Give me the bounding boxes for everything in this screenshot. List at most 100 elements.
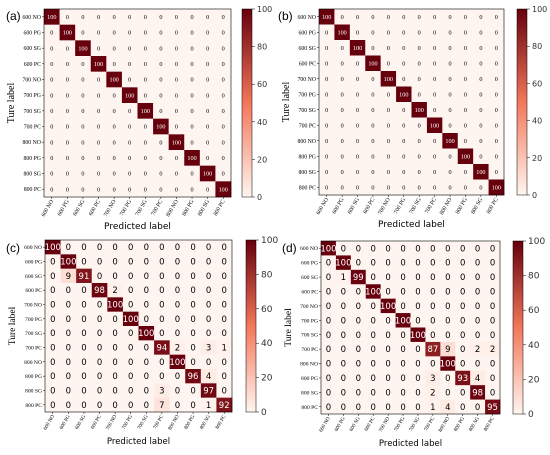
- y-tick-label: 600 NO: [297, 15, 316, 21]
- heatmap-cell: [184, 134, 201, 151]
- x-tick-label: 600 SG: [349, 416, 362, 433]
- matrix-frame: [318, 8, 505, 196]
- cell-value-label: 0: [402, 138, 405, 145]
- heatmap-cell: [60, 354, 77, 370]
- cell-value-label: 0: [206, 108, 209, 115]
- heatmap-cell: [335, 298, 352, 314]
- x-tick-label: 800 SG: [199, 414, 212, 431]
- cell-value-label: 0: [175, 108, 178, 115]
- y-tick-label: 700 PC: [301, 347, 318, 353]
- cell-value-label: 0: [433, 138, 436, 145]
- cell-value-label: 0: [356, 169, 359, 176]
- heatmap-cell: [153, 87, 169, 104]
- cell-value-label: 0: [490, 331, 495, 341]
- heatmap-cell: [185, 283, 202, 298]
- x-tick-label: 700 PC: [152, 414, 165, 431]
- heatmap-cell: [350, 241, 367, 256]
- x-tick-label: 800 PC: [215, 414, 228, 431]
- cell-value-label: 0: [222, 61, 225, 68]
- heatmap-cell: [473, 40, 489, 56]
- cell-value-label: 0: [112, 315, 117, 325]
- cell-value-label: 0: [370, 360, 375, 370]
- heatmap-cell: [184, 40, 201, 57]
- heatmap-cell: [185, 369, 202, 384]
- cell-value-label: 0: [66, 372, 71, 382]
- cell-value-label: 0: [97, 108, 100, 115]
- heatmap-cell: [321, 284, 337, 299]
- heatmap-cell: [488, 164, 505, 180]
- cell-value-label: 0: [97, 301, 102, 311]
- cell-value-label: 100: [337, 29, 346, 36]
- heatmap-cell: [44, 134, 60, 151]
- heatmap-cell: [426, 55, 443, 72]
- cell-value-label: 100: [322, 14, 331, 21]
- cell-value-label: 0: [402, 60, 405, 67]
- heatmap-cell: [334, 24, 351, 41]
- heatmap-cell: [485, 385, 501, 400]
- heatmap-cell: [169, 297, 186, 312]
- cell-value-label: 0: [50, 155, 53, 162]
- cell-value-label: 0: [495, 14, 498, 21]
- heatmap-cell: [349, 86, 366, 103]
- cell-value-label: 0: [81, 171, 84, 178]
- cell-value-label: 0: [159, 272, 164, 282]
- heatmap-cell: [122, 240, 139, 255]
- heatmap-cell: [334, 102, 351, 118]
- cell-value-label: 0: [326, 273, 331, 283]
- heatmap-cell: [215, 181, 232, 198]
- heatmap-cell: [380, 86, 397, 103]
- cell-value-label: 2: [175, 344, 180, 354]
- heatmap-cell: [168, 87, 185, 104]
- heatmap-cell: [457, 102, 474, 118]
- heatmap-cell: [365, 179, 381, 196]
- cell-value-label: 0: [159, 358, 164, 368]
- cell-value-label: 0: [341, 374, 346, 384]
- heatmap-cell: [365, 269, 381, 285]
- y-tick-label: 800 NO: [300, 362, 318, 368]
- heatmap-cell: [44, 165, 60, 182]
- heatmap-cell: [473, 179, 489, 196]
- heatmap-cell: [485, 255, 501, 271]
- cell-value-label: 0: [370, 244, 375, 254]
- heatmap-cell: [44, 24, 60, 41]
- cell-value-label: 0: [175, 329, 180, 339]
- cell-value-label: 0: [50, 92, 53, 99]
- heatmap-cell: [365, 9, 381, 25]
- cell-value-label: 0: [159, 155, 162, 162]
- heatmap-cell: [380, 9, 397, 25]
- heatmap-cell: [455, 241, 471, 256]
- heatmap-cell: [185, 240, 202, 255]
- heatmap-cell: [184, 24, 201, 41]
- cell-value-label: 0: [50, 77, 53, 84]
- heatmap-cell: [76, 383, 93, 398]
- cell-value-label: 0: [460, 360, 465, 370]
- cell-value-label: 0: [490, 288, 495, 298]
- cell-value-label: 0: [112, 358, 117, 368]
- heatmap-cell: [107, 283, 124, 298]
- heatmap-cell: [365, 71, 381, 87]
- cell-value-label: 0: [221, 315, 226, 325]
- cell-value-label: 0: [387, 14, 390, 21]
- heatmap-cell: [90, 24, 107, 41]
- heatmap-cell: [455, 313, 471, 328]
- cell-value-label: 0: [144, 387, 149, 397]
- cell-value-label: 0: [159, 139, 162, 146]
- cell-value-label: 0: [464, 14, 467, 21]
- heatmap-cell: [426, 148, 443, 165]
- cell-value-label: 0: [222, 155, 225, 162]
- cell-value-label: 0: [341, 331, 346, 341]
- cell-value-label: 0: [326, 374, 331, 384]
- heatmap-cell: [200, 397, 217, 413]
- cell-value-label: 100: [78, 45, 87, 52]
- heatmap-cell: [59, 56, 76, 72]
- cell-value-label: 0: [495, 60, 498, 67]
- heatmap-cell: [365, 148, 381, 165]
- heatmap-cell: [335, 327, 352, 343]
- heatmap-cell: [199, 165, 216, 182]
- cell-value-label: 0: [113, 108, 116, 115]
- cell-value-label: 0: [221, 358, 226, 368]
- heatmap-cell: [154, 354, 170, 370]
- cell-value-label: 0: [50, 272, 55, 282]
- cell-value-label: 0: [464, 76, 467, 83]
- heatmap-cell: [365, 55, 381, 72]
